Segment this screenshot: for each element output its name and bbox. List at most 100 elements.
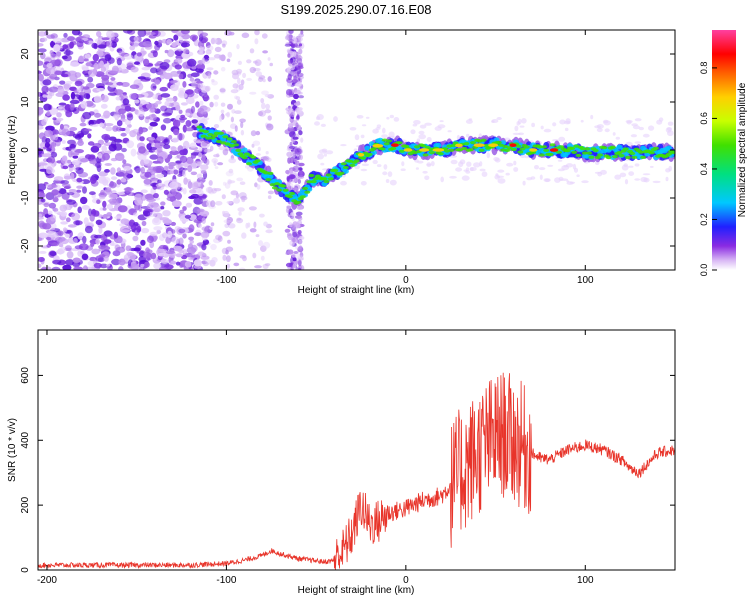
heatmap-cell xyxy=(48,86,59,93)
heatmap-cell xyxy=(200,231,210,239)
heatmap-cell xyxy=(211,257,218,263)
heatmap-cell xyxy=(75,220,80,226)
heatmap-cell xyxy=(150,83,157,91)
heatmap-cell xyxy=(602,119,609,124)
heatmap-cell xyxy=(241,147,248,153)
heatmap-cell xyxy=(96,199,101,204)
heatmap-cell xyxy=(238,211,242,216)
heatmap-cell xyxy=(106,263,111,267)
heatmap-cell xyxy=(300,30,304,35)
heatmap-cell xyxy=(246,162,252,166)
heatmap-cell xyxy=(461,146,468,151)
heatmap-cell xyxy=(255,234,260,238)
heatmap-cell xyxy=(497,178,506,184)
heatmap-cell xyxy=(575,153,582,157)
heatmap-cell xyxy=(292,257,297,262)
heatmap-cell xyxy=(57,248,64,255)
colorbar-tick-label: 0.8 xyxy=(699,62,709,75)
heatmap-cell xyxy=(463,142,470,146)
heatmap-cell xyxy=(222,148,229,156)
heatmap-cell xyxy=(205,136,212,140)
heatmap-cell xyxy=(61,128,71,137)
heatmap-cell xyxy=(254,38,259,45)
heatmap-cell xyxy=(102,152,110,161)
heatmap-cell xyxy=(61,73,69,78)
heatmap-cell xyxy=(478,148,485,152)
heatmap-cell xyxy=(294,89,301,95)
heatmap-cell xyxy=(89,191,96,196)
heatmap-cell xyxy=(241,32,250,39)
heatmap-cell xyxy=(292,38,297,43)
heatmap-cell xyxy=(600,169,607,175)
heatmap-cell xyxy=(194,160,204,164)
heatmap-cell xyxy=(188,214,197,221)
heatmap-cell xyxy=(376,164,382,168)
heatmap-cell xyxy=(267,195,272,200)
heatmap-cell xyxy=(156,173,165,179)
heatmap-cell xyxy=(113,231,119,239)
heatmap-cell xyxy=(231,109,236,114)
heatmap-cell xyxy=(116,179,122,185)
heatmap-cell xyxy=(87,133,92,139)
heatmap-cell xyxy=(265,103,270,110)
heatmap-cell xyxy=(222,43,226,48)
heatmap-cell xyxy=(83,217,89,225)
heatmap-cell xyxy=(416,138,421,142)
heatmap-cell xyxy=(224,142,231,146)
heatmap-cell xyxy=(187,243,194,250)
heatmap-cell xyxy=(55,119,62,124)
heatmap-cell xyxy=(197,251,205,257)
heatmap-cell xyxy=(198,147,203,152)
heatmap-cell xyxy=(161,112,172,117)
heatmap-cell xyxy=(455,143,463,148)
heatmap-cell xyxy=(56,112,62,118)
heatmap-cell xyxy=(218,131,224,135)
heatmap-cell xyxy=(361,163,369,167)
heatmap-cell xyxy=(102,214,108,219)
heatmap-cell xyxy=(267,76,272,82)
heatmap-cell xyxy=(54,211,63,214)
heatmap-cell xyxy=(200,134,207,138)
heatmap-cell xyxy=(38,70,42,74)
heatmap-cell xyxy=(219,88,226,93)
heatmap-cell xyxy=(267,174,274,180)
heatmap-cell xyxy=(526,177,533,181)
heatmap-cell xyxy=(201,57,206,65)
heatmap-cell xyxy=(547,152,554,156)
heatmap-cell xyxy=(179,209,185,214)
heatmap-cell xyxy=(360,168,368,172)
heatmap-cell xyxy=(237,77,241,85)
heatmap-cell xyxy=(148,114,158,121)
heatmap-cell xyxy=(146,235,154,243)
heatmap-cell xyxy=(137,109,145,117)
heatmap-cell xyxy=(100,103,108,109)
heatmap-cell xyxy=(252,252,257,259)
heatmap-cell xyxy=(95,219,103,225)
heatmap-cell xyxy=(89,123,99,128)
heatmap-cell xyxy=(65,217,71,223)
heatmap-cell xyxy=(63,175,72,180)
heatmap-cell xyxy=(304,190,311,194)
heatmap-cell xyxy=(624,179,629,185)
heatmap-cell xyxy=(40,198,46,203)
heatmap-cell xyxy=(255,153,261,156)
heatmap-cell xyxy=(169,170,174,174)
heatmap-cell xyxy=(291,199,298,203)
heatmap-cell xyxy=(43,129,54,137)
heatmap-cell xyxy=(73,237,78,244)
heatmap-cell xyxy=(162,210,171,217)
heatmap-cell xyxy=(296,114,300,120)
heatmap-cell xyxy=(386,139,392,143)
heatmap-cell xyxy=(298,95,304,99)
heatmap-cell xyxy=(494,158,501,163)
heatmap-cell xyxy=(156,156,164,164)
heatmap-cell xyxy=(290,114,295,120)
heatmap-cell xyxy=(178,228,186,234)
heatmap-cell xyxy=(276,188,283,192)
heatmap-cell xyxy=(173,128,180,136)
heatmap-cell xyxy=(417,160,424,164)
colorbar: 0.0 0.2 0.4 0.6 0.8 Normalized spectral ampl… xyxy=(699,30,748,276)
heatmap-cell xyxy=(108,136,117,141)
spectrogram-y-tick-label: -10 xyxy=(20,190,31,205)
heatmap-cell xyxy=(640,155,647,159)
